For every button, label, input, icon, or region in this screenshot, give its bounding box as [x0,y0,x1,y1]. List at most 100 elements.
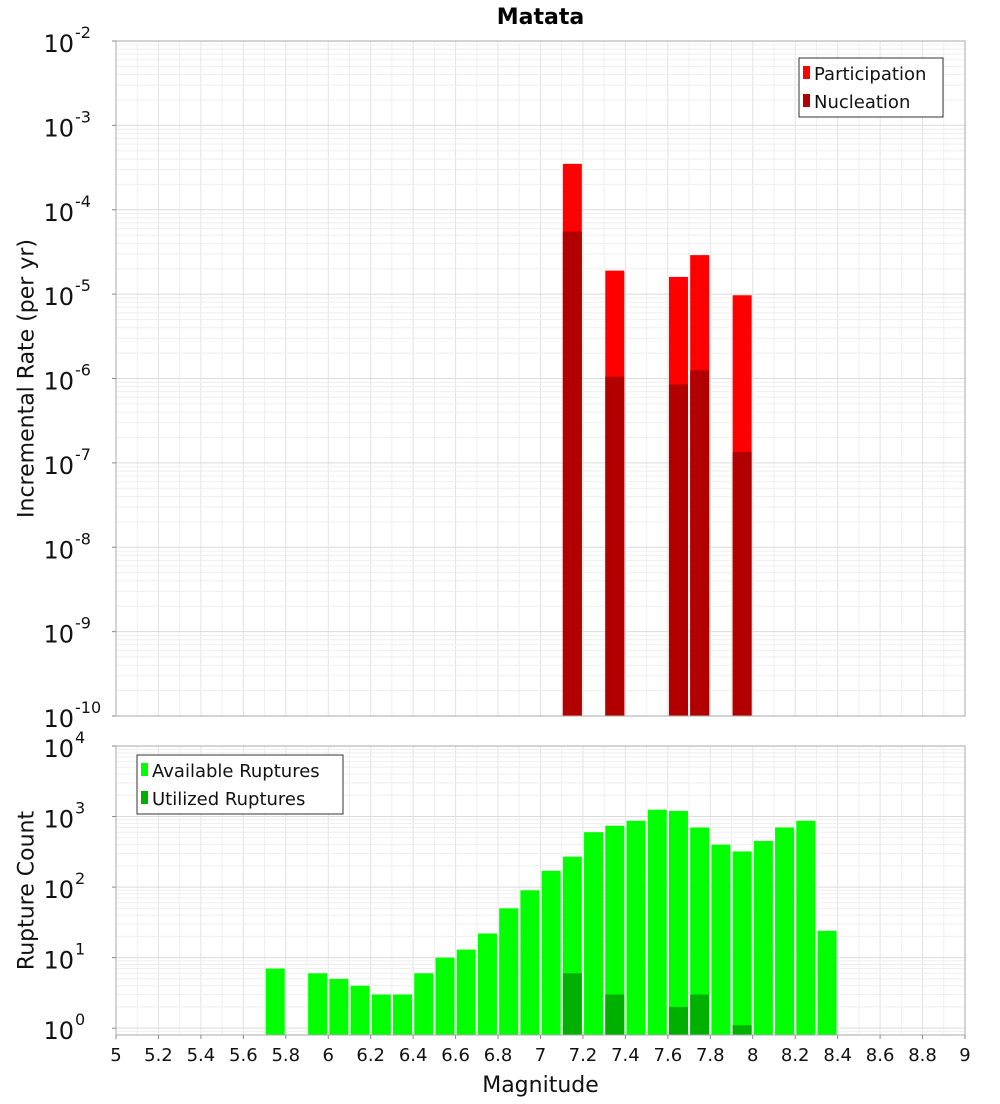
x-tick-label: 6.8 [484,1045,513,1066]
x-tick-label: 7.4 [611,1045,640,1066]
x-axis-label: Magnitude [482,1073,599,1098]
y-tick-label: 10 4 [43,728,116,763]
bars [265,809,837,1035]
bar-available-ruptures-8 [456,949,476,1035]
y-tick-base: 10 [43,114,74,142]
y-tick-exponent: -10 [75,698,101,717]
y-tick-label: 10 1 [43,940,116,975]
y-tick-exponent: -2 [75,23,91,42]
chart-title: Matata [497,5,584,30]
x-tick-label: 5 [110,1045,121,1066]
y-tick-exponent: -9 [75,614,91,633]
y-tick-exponent: -7 [75,445,91,464]
bar-available-ruptures-12 [541,870,561,1035]
legend-box [798,57,944,118]
bar-nucleation-3 [690,370,710,716]
x-tick-label: 5.2 [144,1045,173,1066]
x-tick-label: 8.4 [823,1045,852,1066]
y-tick-label: 10 -3 [43,107,116,142]
x-tick-label: 8.6 [866,1045,895,1066]
bar-available-ruptures-4 [371,994,391,1035]
bar-available-ruptures-18 [668,810,688,1035]
y-tick-label: 10 -10 [43,698,116,733]
y-tick-label: 10 -6 [43,361,116,396]
y-tick-exponent: -4 [75,192,91,211]
x-tick-label: 5.4 [187,1045,216,1066]
y-tick-label: 10 -8 [43,529,116,564]
y-tick-label: 10 2 [43,869,116,904]
bar-available-ruptures-19 [690,827,710,1035]
y-tick-label: 10 3 [43,799,116,834]
bar-available-ruptures-2 [329,978,349,1035]
y-tick-exponent: 2 [75,869,85,888]
bar-available-ruptures-3 [350,985,370,1035]
y-tick-base: 10 [43,806,74,834]
legend-box [136,754,344,815]
bar-available-ruptures-9 [477,933,497,1035]
y-tick-exponent: -8 [75,529,91,548]
x-tick-label: 7.6 [654,1045,683,1066]
y-tick-base: 10 [43,452,74,480]
bar-available-ruptures-10 [499,908,519,1035]
bar-utilized-ruptures-2 [668,1006,688,1035]
legend-label: Participation [814,64,926,85]
legend-label: Utilized Ruptures [152,789,305,810]
y-tick-base: 10 [43,947,74,975]
y-tick-label: 10 0 [43,1010,116,1045]
bar-utilized-ruptures-4 [732,1025,752,1035]
y-tick-base: 10 [43,735,74,763]
x-tick-label: 6.4 [399,1045,428,1066]
y-tick-label: 10 -7 [43,445,116,480]
y-tick-exponent: -5 [75,276,91,295]
bar-available-ruptures-16 [626,820,646,1035]
y-axis-label: Rupture Count [15,811,40,971]
bar-available-ruptures-14 [584,832,604,1035]
legend: Participation Nucleation [798,57,944,118]
chart-panel-2: 10 010 110 210 310 45 5.2 5.4 5.6 5.8 6 6.2 6.4 6.6 6.… [15,728,971,1098]
legend-swatch [141,791,148,804]
y-tick-base: 10 [43,283,74,311]
bar-available-ruptures-6 [414,973,434,1035]
x-tick-label: 8 [747,1045,758,1066]
x-tick-label: 6.6 [441,1045,470,1066]
bar-available-ruptures-17 [647,809,667,1035]
y-tick-exponent: 1 [75,940,85,959]
x-tick-label: 7.2 [569,1045,598,1066]
y-tick-exponent: -6 [75,361,91,380]
bar-nucleation-4 [732,451,752,716]
y-tick-base: 10 [43,536,74,564]
y-tick-base: 10 [43,1017,74,1045]
bar-available-ruptures-5 [393,994,413,1035]
bar-available-ruptures-15 [605,825,625,1035]
x-tick-label: 8.2 [781,1045,810,1066]
y-tick-base: 10 [43,368,74,396]
x-tick-label: 7 [535,1045,546,1066]
bar-available-ruptures-25 [817,930,837,1035]
bar-available-ruptures-1 [308,973,328,1035]
y-tick-exponent: 0 [75,1010,85,1029]
bar-utilized-ruptures-0 [562,973,582,1035]
y-tick-label: 10 -5 [43,276,116,311]
bar-utilized-ruptures-3 [690,994,710,1035]
bars [562,163,752,717]
x-tick-label: 6 [323,1045,334,1066]
x-tick-label: 7.8 [696,1045,725,1066]
bar-available-ruptures-20 [711,844,731,1035]
bar-available-ruptures-23 [775,827,795,1035]
y-axis-label: Incremental Rate (per yr) [15,239,40,518]
bar-nucleation-0 [562,231,582,716]
y-tick-label: 10 -4 [43,192,116,227]
bar-available-ruptures-22 [753,841,773,1035]
x-tick-label: 9 [959,1045,970,1066]
y-tick-label: 10 -2 [43,23,116,58]
y-tick-base: 10 [43,621,74,649]
y-tick-exponent: 3 [75,799,85,818]
y-tick-exponent: 4 [75,728,85,747]
y-tick-label: 10 -9 [43,614,116,649]
x-tick-label: 5.6 [229,1045,258,1066]
legend-swatch [141,763,148,776]
grid-lines [115,41,966,717]
y-tick-base: 10 [43,876,74,904]
